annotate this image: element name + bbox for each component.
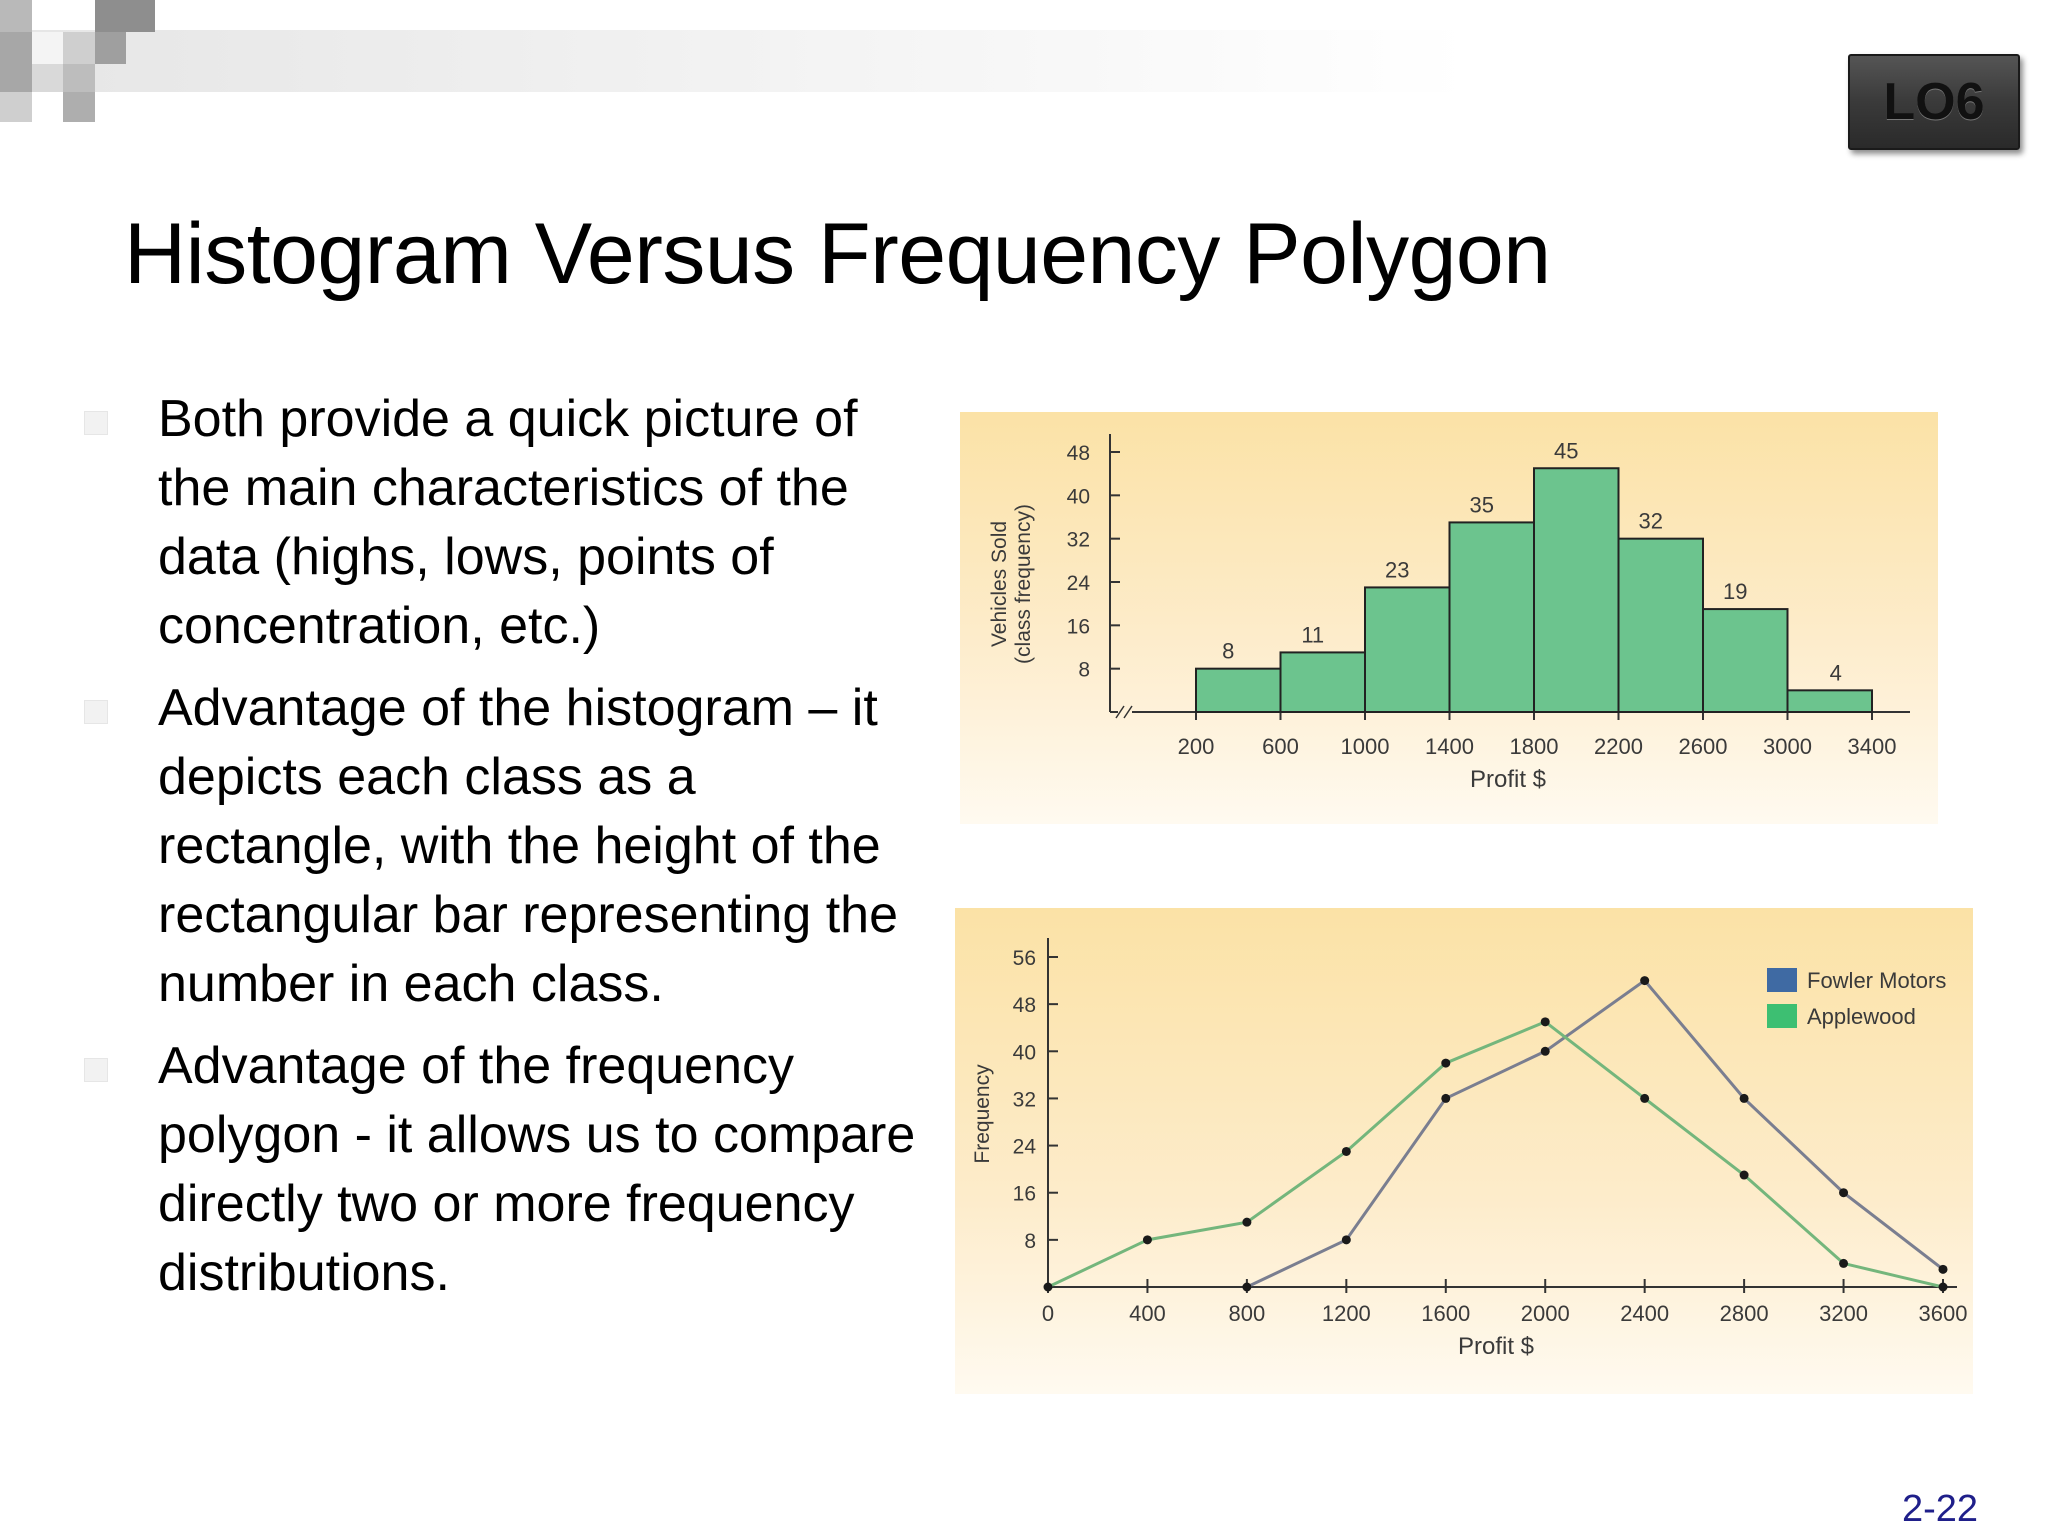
histogram-x-tick-label: 3400 [1848, 734, 1897, 759]
histogram-x-tick-label: 600 [1262, 734, 1299, 759]
histogram-y-tick-label: 32 [1067, 529, 1090, 552]
histogram-x-tick-label: 2200 [1594, 734, 1643, 759]
histogram-data-label: 8 [1222, 639, 1234, 664]
bullet-square-icon [84, 1058, 108, 1082]
polygon-x-axis-label: Profit $ [1458, 1333, 1534, 1360]
series-point-fowler-motors [1441, 1093, 1451, 1103]
histogram-y-axis-sublabel: (class frequency) [1012, 504, 1035, 664]
histogram-bar [1364, 586, 1451, 714]
histogram-bar [1533, 467, 1620, 713]
series-point-applewood [1043, 1282, 1053, 1292]
polygon-x-tick-label: 1200 [1322, 1301, 1371, 1326]
histogram-bar [1702, 608, 1789, 713]
histogram-y-tick-label: 48 [1067, 442, 1090, 465]
histogram-x-tick-label: 1400 [1425, 734, 1474, 759]
bullet-text: Both provide a quick picture of the main… [158, 390, 858, 655]
histogram-x-tick-label: 1800 [1510, 734, 1559, 759]
series-line-applewood [1047, 1020, 1944, 1289]
series-point-fowler-motors [1938, 1264, 1948, 1274]
polygon-legend: Fowler Motors Applewood [1767, 968, 1946, 1029]
polygon-y-tick-label: 56 [1013, 947, 1036, 970]
histogram-bar [1195, 667, 1282, 713]
histogram-x-axis-label: Profit $ [1470, 766, 1546, 793]
series-point-fowler-motors [1839, 1188, 1849, 1198]
polygon-x-tick-label: 0 [1042, 1301, 1054, 1326]
histogram-y-tick-label: 16 [1067, 615, 1090, 638]
polygon-y-tick-label: 24 [1013, 1136, 1037, 1159]
series-line-fowler-motors [1246, 978, 1944, 1289]
polygon-x-tick-label: 400 [1129, 1301, 1166, 1326]
histogram-bar [1448, 521, 1535, 713]
polygon-x-tick-label: 3600 [1919, 1301, 1968, 1326]
slide-title: Histogram Versus Frequency Polygon [124, 206, 1551, 302]
learning-objective-badge: LO6 [1848, 54, 2020, 150]
bullet-list: Both provide a quick picture of the main… [80, 385, 920, 1321]
histogram-data-label: 45 [1554, 438, 1578, 463]
histogram-bar [1617, 537, 1704, 713]
bullet-item: Both provide a quick picture of the main… [80, 385, 920, 661]
series-point-fowler-motors [1540, 1046, 1550, 1056]
histogram-bar [1279, 651, 1366, 714]
polygon-x-tick-label: 2800 [1720, 1301, 1769, 1326]
polygon-y-tick-label: 40 [1013, 1041, 1036, 1064]
histogram-data-label: 4 [1830, 660, 1842, 685]
histogram-x-tick-label: 2600 [1679, 734, 1728, 759]
corner-decoration [0, 0, 1470, 122]
legend-swatch-applewood [1767, 1004, 1797, 1028]
series-point-applewood [1839, 1258, 1849, 1268]
series-point-applewood [1142, 1235, 1152, 1245]
series-point-applewood [1739, 1170, 1749, 1180]
bullet-square-icon [84, 411, 108, 435]
histogram-y-tick-label: 8 [1078, 659, 1090, 682]
bullet-square-icon [84, 700, 108, 724]
polygon-background [955, 908, 1973, 1394]
histogram-data-label: 23 [1385, 557, 1409, 582]
bullet-item: Advantage of the frequency polygon - it … [80, 1032, 920, 1308]
bullet-item: Advantage of the histogram – it depicts … [80, 674, 920, 1019]
histogram-data-label: 32 [1639, 509, 1663, 534]
series-point-fowler-motors [1242, 1282, 1252, 1292]
bullet-text: Advantage of the histogram – it depicts … [158, 679, 899, 1013]
polygon-x-tick-label: 1600 [1421, 1301, 1470, 1326]
legend-label-fowler-motors: Fowler Motors [1807, 968, 1946, 993]
badge-label: LO6 [1883, 73, 1985, 131]
slide-number: 2-22 [1902, 1488, 1979, 1530]
frequency-polygon-chart: 8 16 24 32 40 48 56 0 400 800 1200 1600 2000 2400 2800… [955, 908, 1973, 1394]
histogram-data-label: 11 [1301, 622, 1324, 647]
polygon-y-axis-label: Frequency [971, 1064, 994, 1164]
histogram-chart: 8 16 24 32 40 48 200 600 1000 1400 1800 2200 2600 300… [960, 412, 1938, 824]
polygon-x-tick-label: 2000 [1521, 1301, 1570, 1326]
polygon-x-tick-label: 800 [1229, 1301, 1266, 1326]
series-point-applewood [1540, 1017, 1550, 1027]
polygon-y-tick-label: 32 [1013, 1088, 1036, 1111]
polygon-y-tick-label: 8 [1024, 1230, 1036, 1253]
series-point-fowler-motors [1739, 1093, 1749, 1103]
series-point-fowler-motors [1640, 976, 1650, 986]
axis-break-icon [1115, 705, 1133, 719]
frequency-polygon-svg: 8 16 24 32 40 48 56 0 400 800 1200 1600 2000 2400 2800… [955, 908, 1973, 1394]
polygon-y-tick-label: 16 [1013, 1183, 1036, 1206]
histogram-x-tick-label: 200 [1178, 734, 1215, 759]
histogram-y-tick-label: 24 [1067, 572, 1091, 595]
series-point-fowler-motors [1341, 1235, 1351, 1245]
series-point-applewood [1640, 1093, 1650, 1103]
polygon-y-tick-label: 48 [1013, 994, 1036, 1017]
series-point-applewood [1938, 1282, 1948, 1292]
histogram-bar [1786, 689, 1873, 714]
series-point-applewood [1341, 1146, 1351, 1156]
polygon-x-tick-label: 3200 [1819, 1301, 1868, 1326]
histogram-data-label: 19 [1723, 579, 1747, 604]
legend-label-applewood: Applewood [1807, 1004, 1916, 1029]
histogram-data-label: 35 [1470, 492, 1494, 517]
histogram-y-tick-label: 40 [1067, 485, 1090, 508]
series-point-applewood [1441, 1058, 1451, 1068]
histogram-y-axis-label: Vehicles Sold [988, 521, 1011, 647]
histogram-x-tick-label: 3000 [1763, 734, 1812, 759]
legend-swatch-fowler-motors [1767, 968, 1797, 992]
polygon-x-tick-label: 2400 [1620, 1301, 1669, 1326]
series-point-applewood [1242, 1217, 1252, 1227]
histogram-x-tick-label: 1000 [1341, 734, 1390, 759]
bullet-text: Advantage of the frequency polygon - it … [158, 1037, 916, 1302]
